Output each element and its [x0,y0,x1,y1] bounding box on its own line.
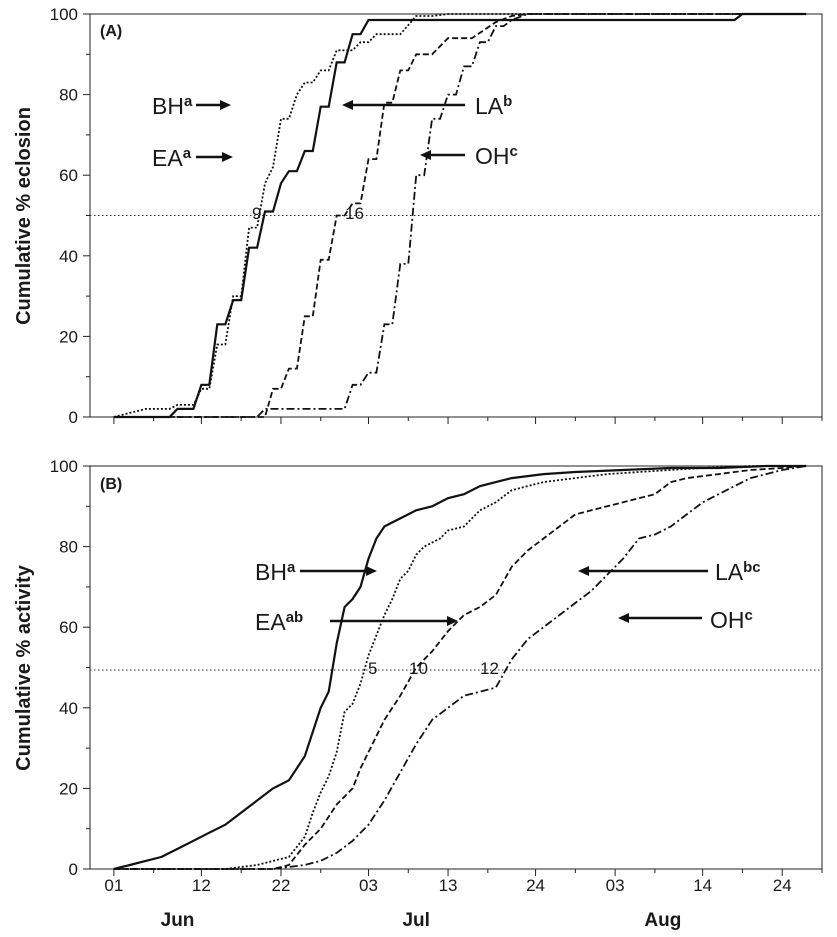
panel-b-ea-label: EAab [255,609,303,635]
series-ea-line [113,13,807,418]
month-label: Jun [161,910,195,931]
panel-b-y-axis-label: Cumulative % activity [13,564,35,771]
panel-b-x-ticks [113,869,823,876]
panel-a-arrow-bh: BHa [152,93,231,119]
y-tick-label: 40 [59,247,78,266]
series-la-line [113,13,807,418]
panel-a-la-label: LAb [475,93,512,119]
series-oh-line [113,13,807,418]
panel-b-label: (B) [100,476,122,493]
panel-a-arrow-ea: EAa [152,145,233,171]
panel-a-series [113,12,807,419]
x-tick-label: 01 [104,876,123,895]
panel-a-frame [89,13,823,418]
series-la-line [113,465,807,870]
panel-a-difference-16: 16 [345,204,364,223]
panel-b-arrow-bh: BHa [255,559,377,585]
panel-a-y-axis-label: Cumulative % eclosion [13,107,35,325]
panel-b: 0 20 40 60 80 100 (B) Cumulative % activity B… [13,457,823,879]
panel-b-frame [89,465,823,870]
panel-b-difference-5: 5 [368,659,377,678]
panel-b-oh-label: OHc [710,607,753,633]
panel-b-difference-12: 12 [480,659,499,678]
series-bh-line [113,464,807,871]
y-tick-label: 80 [59,538,78,557]
x-tick-label: 12 [192,876,211,895]
x-tick-label: 22 [271,876,290,895]
panel-a-arrow-oh: OHc [420,143,518,169]
y-tick-label: 100 [50,5,78,24]
panel-a-arrow-la: LAb [342,93,512,119]
panel-a-y-ticks: 0 20 40 60 80 100 [50,5,90,427]
panel-b-y-ticks: 0 20 40 60 80 100 [50,457,90,879]
panel-b-difference-10: 10 [409,659,428,678]
panel-a-ea-label: EAa [152,145,192,171]
x-tick-label: 14 [693,876,712,895]
series-oh-line [113,465,807,870]
y-tick-label: 20 [59,327,78,346]
panel-b-arrow-ea: EAab [255,609,458,635]
panel-b-arrow-la: LAbc [578,559,761,585]
panel-b-arrow-oh: OHc [618,607,753,633]
panel-a: 0 20 40 60 80 100 (A) Cumulative % eclosion B… [13,5,823,427]
x-tick-label: 03 [606,876,625,895]
panel-a-label: (A) [100,23,122,40]
y-tick-label: 60 [59,166,78,185]
y-tick-label: 100 [50,457,78,476]
x-tick-label: 03 [359,876,378,895]
x-axis-month-labels: JunJulAugSep [161,910,682,931]
x-axis-day-labels: 0112220313240314240414 [104,876,792,895]
y-tick-label: 60 [59,618,78,637]
x-tick-label: 13 [439,876,458,895]
month-label: Jul [402,910,429,931]
y-tick-label: 80 [59,86,78,105]
x-tick-label: 24 [773,876,792,895]
series-ea-line [113,465,807,870]
panel-a-x-ticks [113,417,823,424]
x-tick-label: 24 [526,876,545,895]
y-tick-label: 0 [69,408,78,427]
panel-b-bh-label: BHa [255,559,296,585]
y-tick-label: 20 [59,779,78,798]
y-tick-label: 0 [69,860,78,879]
panel-a-bh-label: BHa [152,93,193,119]
y-tick-label: 40 [59,699,78,718]
series-bh-line [113,12,807,419]
panel-b-la-label: LAbc [715,559,761,585]
panel-b-series [113,464,807,871]
panel-a-oh-label: OHc [475,143,518,169]
month-label: Aug [644,910,681,931]
panel-a-difference-9: 9 [252,204,261,223]
